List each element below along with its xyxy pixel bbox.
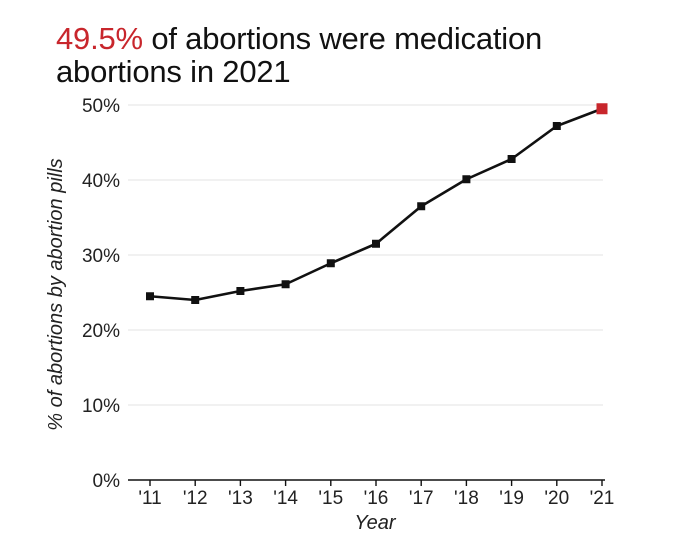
data-point — [281, 280, 290, 289]
x-tick-label: '21 — [590, 488, 615, 509]
title-highlight: 49.5% — [56, 21, 143, 56]
data-point — [372, 239, 380, 248]
x-axis: '11 '12 '13 '14 '15 '16 '17 '18 '19 '20 '21 — [128, 479, 615, 509]
data-point — [552, 122, 561, 130]
data-point — [236, 287, 245, 295]
y-tick-label: 30% — [82, 246, 120, 267]
x-tick-label: '12 — [183, 488, 208, 509]
gridlines — [128, 104, 603, 406]
highlighted-data-point — [596, 103, 608, 115]
data-series — [146, 103, 608, 304]
title-text: of abortions were medication abortions i… — [56, 21, 543, 89]
data-point — [326, 259, 335, 268]
y-tick-label: 20% — [82, 321, 120, 342]
series-line — [149, 107, 603, 302]
x-tick-label: '19 — [499, 488, 524, 509]
y-tick-label: 50% — [82, 96, 120, 117]
data-point — [417, 202, 426, 211]
x-tick-label: '18 — [454, 488, 479, 509]
data-point — [191, 296, 200, 304]
data-point — [462, 175, 471, 184]
chart-title: 49.5% of abortions were medication abort… — [56, 22, 656, 88]
data-point — [146, 292, 154, 301]
y-tick-label: 40% — [82, 171, 120, 192]
x-tick-label: '13 — [228, 488, 253, 509]
x-tick-label: '16 — [364, 488, 389, 509]
y-axis-ticks: 0% 10% 20% 30% 40% 50% — [82, 96, 120, 492]
x-tick-label: '15 — [318, 488, 343, 509]
y-axis-title: % of abortions by abortion pills — [45, 158, 67, 430]
x-tick-label: '17 — [409, 488, 434, 509]
y-tick-label: 10% — [82, 396, 120, 417]
data-point — [507, 155, 516, 163]
x-tick-label: '14 — [273, 488, 298, 509]
x-axis-title: Year — [354, 512, 396, 534]
x-tick-label: '11 — [138, 488, 161, 509]
y-tick-label: 0% — [93, 471, 121, 492]
x-tick-label: '20 — [544, 488, 569, 509]
